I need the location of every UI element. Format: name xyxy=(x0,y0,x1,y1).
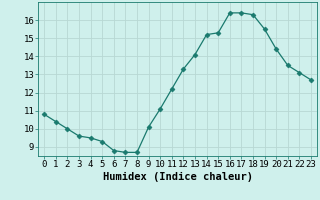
X-axis label: Humidex (Indice chaleur): Humidex (Indice chaleur) xyxy=(103,172,252,182)
